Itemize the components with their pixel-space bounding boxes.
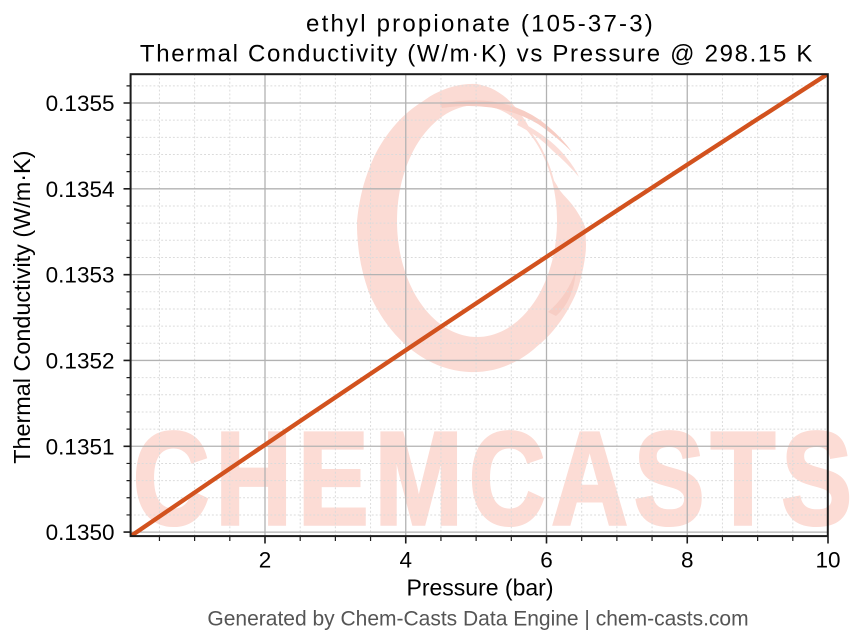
svg-text:Thermal Conductivity (W/m·K) v: Thermal Conductivity (W/m·K) vs Pressure… xyxy=(140,41,814,68)
svg-text:Thermal Conductivity (W/m·K): Thermal Conductivity (W/m·K) xyxy=(9,151,35,464)
svg-text:0.1350: 0.1350 xyxy=(46,520,115,545)
svg-text:Pressure (bar): Pressure (bar) xyxy=(407,575,554,601)
svg-text:0.1354: 0.1354 xyxy=(46,177,115,202)
svg-text:ethyl propionate (105-37-3): ethyl propionate (105-37-3) xyxy=(306,11,655,38)
svg-text:0.1355: 0.1355 xyxy=(46,91,115,116)
svg-text:0.1351: 0.1351 xyxy=(46,434,115,459)
svg-text:4: 4 xyxy=(399,548,412,573)
svg-text:0.1353: 0.1353 xyxy=(46,263,115,288)
svg-text:2: 2 xyxy=(259,548,272,573)
svg-text:CHEMCASTS: CHEMCASTS xyxy=(133,406,856,553)
svg-text:0.1352: 0.1352 xyxy=(46,349,115,374)
svg-text:10: 10 xyxy=(815,548,840,573)
svg-text:Generated by Chem-Casts Data E: Generated by Chem-Casts Data Engine | ch… xyxy=(207,608,748,631)
svg-text:8: 8 xyxy=(681,548,694,573)
svg-text:6: 6 xyxy=(540,548,553,573)
